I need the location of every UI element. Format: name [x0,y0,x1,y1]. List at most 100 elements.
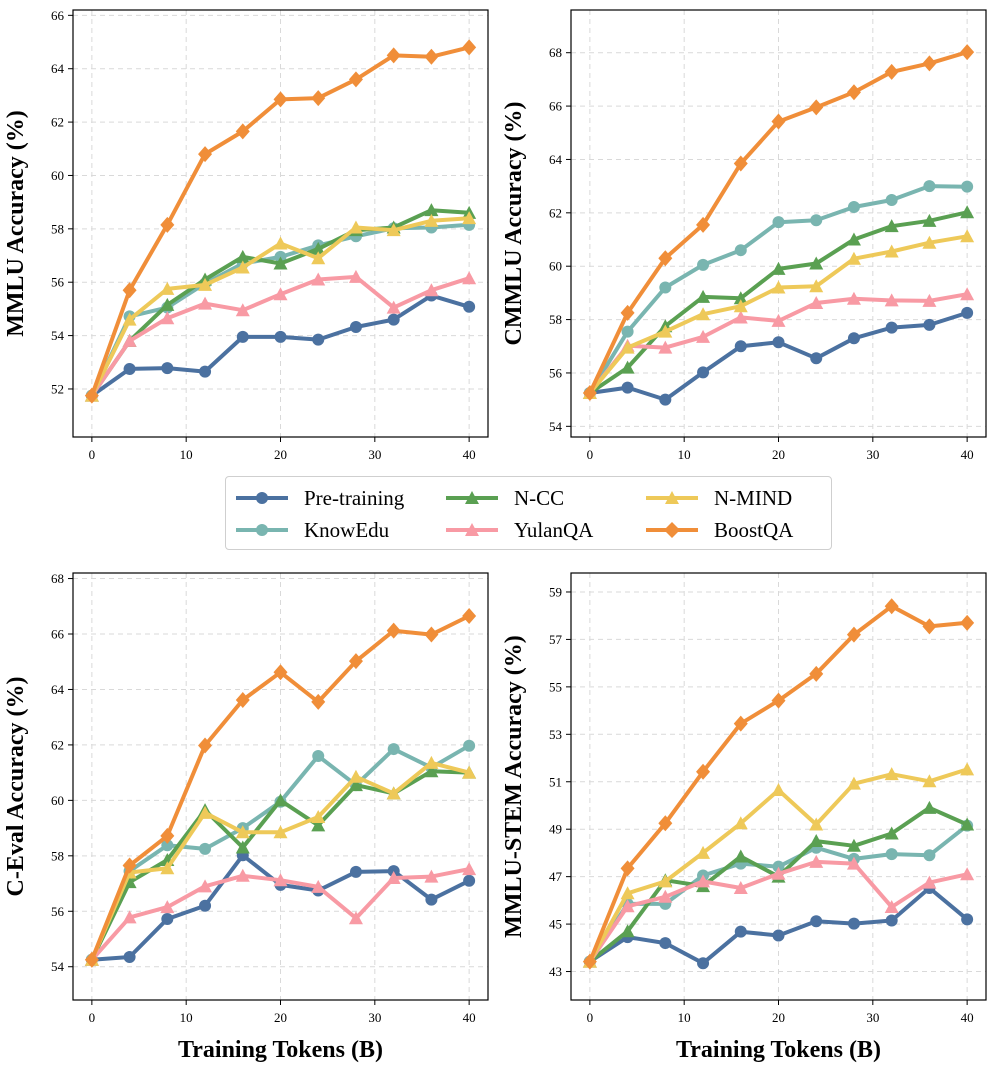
legend-label-boostqa: BoostQA [714,517,794,542]
data-point-n-cc [620,360,635,374]
data-point-boostqa [582,384,597,401]
series-boostqa [582,598,975,970]
legend-swatch-yulanqa [446,523,498,536]
data-point-pre-training [387,313,400,326]
data-point-boostqa [235,123,250,140]
series-pre-training [85,289,476,402]
y-tick-label: 54 [51,328,65,343]
data-point-n-mind [658,874,673,888]
y-tick-label: 56 [51,904,65,919]
data-point-yulanqa [386,300,401,314]
data-point-n-cc [235,840,250,854]
y-tick-label: 54 [549,419,563,434]
y-tick-label: 47 [549,869,563,884]
data-point-n-cc [960,205,975,219]
data-point-n-cc [922,213,937,227]
legend-swatch-n-cc [446,491,498,504]
data-point-n-mind [696,845,711,859]
data-point-yulanqa [122,333,137,347]
data-point-yulanqa [122,910,137,924]
data-point-knowedu [961,180,974,193]
data-point-pre-training [961,306,974,319]
data-point-n-mind [424,755,439,769]
x-tick-label: 10 [678,1010,691,1025]
data-point-yulanqa [846,856,861,870]
data-point-n-cc [809,256,824,270]
series-yulanqa [84,862,477,966]
data-point-boostqa [311,90,326,107]
data-point-boostqa [311,693,326,710]
y-tick-label: 49 [549,822,562,837]
x-tick-label: 10 [678,447,691,462]
data-point-pre-training [847,332,860,345]
legend-entry-n-cc: N-CC [444,483,564,513]
data-point-n-cc [620,924,635,938]
data-point-boostqa [846,84,861,101]
data-point-boostqa [84,951,99,968]
data-point-pre-training [810,915,823,928]
x-tick-label: 30 [368,1010,381,1025]
x-tick-label: 20 [274,447,287,462]
x-tick-label: 20 [772,1010,785,1025]
data-point-yulanqa [198,879,213,893]
data-point-yulanqa [696,874,711,888]
x-tick-label: 0 [89,447,96,462]
y-tick-label: 64 [51,682,65,697]
data-point-n-mind [809,279,824,293]
data-point-pre-training [621,381,634,394]
x-tick-label: 40 [463,447,476,462]
data-point-boostqa [424,626,439,643]
data-point-pre-training [312,333,325,346]
data-point-yulanqa [733,310,748,324]
y-tick-label: 57 [549,632,563,647]
data-point-boostqa [884,598,899,615]
data-point-pre-training [659,393,672,406]
data-point-pre-training [734,340,747,353]
data-point-boostqa [348,653,363,670]
data-point-yulanqa [922,293,937,307]
data-point-pre-training [463,874,476,887]
data-point-pre-training [349,321,362,334]
x-tick-label: 30 [368,447,381,462]
data-point-boostqa [84,387,99,404]
data-point-boostqa [198,737,213,754]
series-pre-training [583,882,974,970]
data-point-n-cc [846,838,861,852]
data-point-n-cc [922,800,937,814]
data-point-n-mind [462,765,477,779]
data-point-knowedu [621,325,634,338]
data-point-knowedu [387,743,400,756]
y-tick-label: 55 [549,679,562,694]
data-point-yulanqa [424,283,439,297]
data-point-yulanqa [348,911,363,925]
data-point-n-mind [235,825,250,839]
data-point-yulanqa [658,889,673,903]
data-point-boostqa [122,857,137,874]
data-point-knowedu [923,849,936,862]
data-point-pre-training [425,893,438,906]
legend-swatch-pre-training [236,492,288,504]
legend-label-yulanqa: YulanQA [514,517,594,542]
data-point-knowedu [161,839,174,852]
data-point-yulanqa [809,296,824,310]
series-yulanqa [84,269,477,402]
data-point-n-cc [424,764,439,778]
data-point-n-cc [809,834,824,848]
x-tick-label: 30 [866,1010,879,1025]
x-tick-label: 40 [961,1010,974,1025]
y-tick-label: 54 [51,959,65,974]
y-tick-label: 60 [51,793,64,808]
data-point-boostqa [273,664,288,681]
data-point-pre-training [923,318,936,331]
data-point-boostqa [809,665,824,682]
data-point-boostqa [160,216,175,233]
y-axis-label: CMMLU Accuracy (%) [501,102,527,346]
data-point-pre-training [463,300,476,313]
legend-swatch-knowedu [236,524,288,536]
data-point-yulanqa [884,293,899,307]
data-point-boostqa [809,99,824,116]
data-point-pre-training [659,937,672,950]
data-point-yulanqa [846,291,861,305]
data-point-n-mind [733,299,748,313]
x-tick-label: 40 [463,1010,476,1025]
